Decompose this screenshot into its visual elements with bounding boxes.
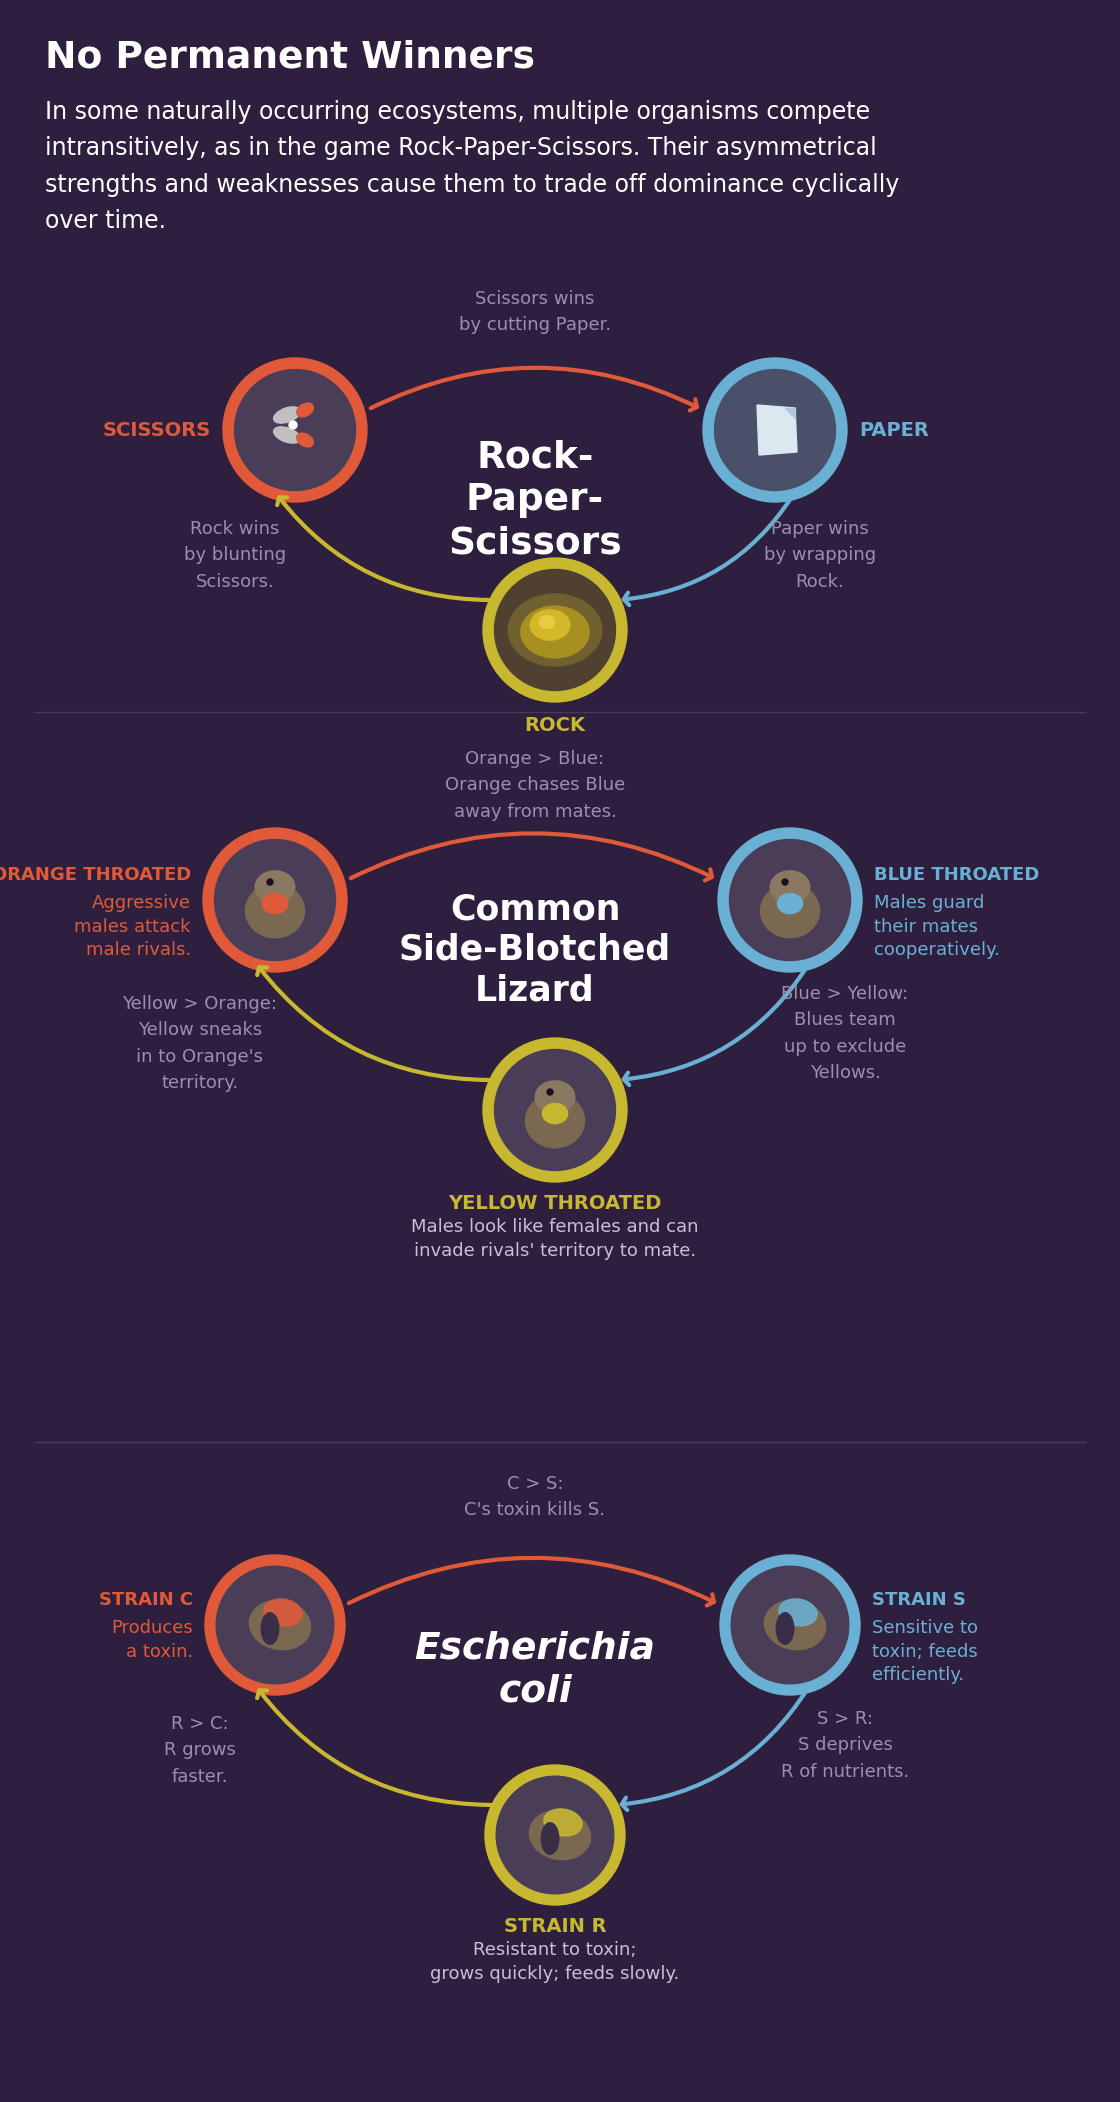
Circle shape bbox=[495, 1049, 616, 1171]
Ellipse shape bbox=[541, 1822, 559, 1854]
Text: Paper wins
by wrapping
Rock.: Paper wins by wrapping Rock. bbox=[764, 519, 876, 591]
Circle shape bbox=[205, 1555, 345, 1694]
Circle shape bbox=[483, 1038, 627, 1181]
Ellipse shape bbox=[250, 1600, 310, 1650]
Text: ORANGE THROATED: ORANGE THROATED bbox=[0, 866, 192, 885]
Ellipse shape bbox=[273, 427, 300, 444]
Text: S > R:
S deprives
R of nutrients.: S > R: S deprives R of nutrients. bbox=[781, 1711, 909, 1780]
Text: Blue > Yellow:
Blues team
up to exclude
Yellows.: Blue > Yellow: Blues team up to exclude … bbox=[782, 986, 908, 1083]
Circle shape bbox=[718, 828, 862, 971]
Circle shape bbox=[234, 370, 355, 490]
Ellipse shape bbox=[245, 883, 305, 937]
Circle shape bbox=[267, 879, 273, 885]
Ellipse shape bbox=[764, 1600, 825, 1650]
Circle shape bbox=[216, 1566, 334, 1684]
Circle shape bbox=[289, 420, 297, 429]
Ellipse shape bbox=[535, 1080, 575, 1114]
Text: Males guard
their mates
cooperatively.: Males guard their mates cooperatively. bbox=[874, 893, 1000, 959]
Ellipse shape bbox=[778, 1600, 818, 1627]
Ellipse shape bbox=[777, 893, 803, 914]
Circle shape bbox=[731, 1566, 849, 1684]
Text: YELLOW THROATED: YELLOW THROATED bbox=[448, 1194, 662, 1213]
Text: R > C:
R grows
faster.: R > C: R grows faster. bbox=[164, 1715, 236, 1787]
Ellipse shape bbox=[544, 1810, 582, 1835]
Ellipse shape bbox=[760, 883, 820, 937]
Text: Produces
a toxin.: Produces a toxin. bbox=[111, 1619, 193, 1661]
Text: PAPER: PAPER bbox=[859, 420, 928, 439]
Text: In some naturally occurring ecosystems, multiple organisms compete
intransitivel: In some naturally occurring ecosystems, … bbox=[45, 101, 899, 233]
Text: Orange > Blue:
Orange chases Blue
away from mates.: Orange > Blue: Orange chases Blue away f… bbox=[445, 750, 625, 820]
Polygon shape bbox=[785, 408, 795, 418]
Text: Aggressive
males attack
male rivals.: Aggressive males attack male rivals. bbox=[75, 893, 192, 959]
Circle shape bbox=[485, 1766, 625, 1904]
Ellipse shape bbox=[542, 1104, 568, 1125]
Circle shape bbox=[547, 1089, 553, 1095]
Text: ROCK: ROCK bbox=[524, 717, 586, 736]
Text: C > S:
C's toxin kills S.: C > S: C's toxin kills S. bbox=[465, 1476, 606, 1520]
Circle shape bbox=[715, 370, 836, 490]
Circle shape bbox=[215, 839, 336, 961]
Text: Resistant to toxin;
grows quickly; feeds slowly.: Resistant to toxin; grows quickly; feeds… bbox=[430, 1940, 680, 1982]
Text: Yellow > Orange:
Yellow sneaks
in to Orange's
territory.: Yellow > Orange: Yellow sneaks in to Ora… bbox=[122, 994, 278, 1093]
Text: STRAIN S: STRAIN S bbox=[872, 1591, 965, 1608]
Ellipse shape bbox=[525, 1093, 585, 1148]
Text: Escherichia
coli: Escherichia coli bbox=[414, 1631, 655, 1709]
Ellipse shape bbox=[539, 616, 554, 628]
Text: Males look like females and can
invade rivals' territory to mate.: Males look like females and can invade r… bbox=[411, 1217, 699, 1259]
Ellipse shape bbox=[297, 404, 314, 416]
Text: Rock wins
by blunting
Scissors.: Rock wins by blunting Scissors. bbox=[184, 519, 286, 591]
Ellipse shape bbox=[521, 605, 589, 658]
Circle shape bbox=[483, 557, 627, 702]
Text: SCISSORS: SCISSORS bbox=[103, 420, 211, 439]
Ellipse shape bbox=[776, 1612, 794, 1644]
Text: No Permanent Winners: No Permanent Winners bbox=[45, 40, 535, 76]
Ellipse shape bbox=[255, 870, 295, 904]
Text: Scissors wins
by cutting Paper.: Scissors wins by cutting Paper. bbox=[459, 290, 612, 334]
Circle shape bbox=[703, 357, 847, 502]
Circle shape bbox=[496, 1776, 614, 1894]
Ellipse shape bbox=[261, 1612, 279, 1644]
Text: Common
Side-Blotched
Lizard: Common Side-Blotched Lizard bbox=[399, 891, 671, 1007]
Polygon shape bbox=[757, 406, 797, 454]
Circle shape bbox=[223, 357, 367, 502]
Text: STRAIN R: STRAIN R bbox=[504, 1917, 606, 1936]
Circle shape bbox=[720, 1555, 860, 1694]
Text: Rock-
Paper-
Scissors: Rock- Paper- Scissors bbox=[448, 439, 622, 561]
Circle shape bbox=[782, 879, 788, 885]
Circle shape bbox=[495, 570, 616, 689]
Circle shape bbox=[203, 828, 347, 971]
Ellipse shape bbox=[530, 610, 570, 641]
Ellipse shape bbox=[771, 870, 810, 904]
Ellipse shape bbox=[262, 893, 288, 914]
Text: Sensitive to
toxin; feeds
efficiently.: Sensitive to toxin; feeds efficiently. bbox=[872, 1619, 978, 1684]
Ellipse shape bbox=[508, 595, 601, 666]
Ellipse shape bbox=[264, 1600, 302, 1627]
Text: STRAIN C: STRAIN C bbox=[99, 1591, 193, 1608]
Circle shape bbox=[729, 839, 850, 961]
Text: BLUE THROATED: BLUE THROATED bbox=[874, 866, 1039, 885]
Ellipse shape bbox=[297, 433, 314, 448]
Ellipse shape bbox=[273, 408, 300, 423]
Ellipse shape bbox=[530, 1810, 590, 1860]
